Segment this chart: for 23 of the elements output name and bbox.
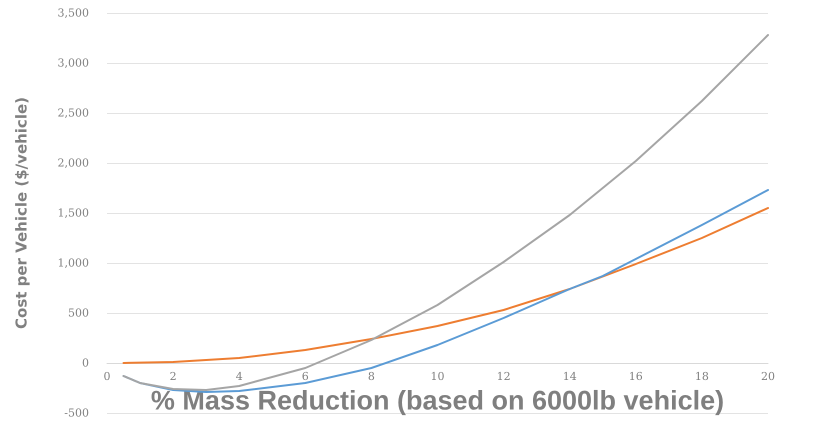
x-tick-label: 8 (368, 370, 375, 383)
y-tick-label: 2,500 (58, 106, 89, 120)
y-tick-label: 500 (68, 306, 89, 320)
x-tick-label: 6 (302, 370, 309, 383)
x-tick-label: 14 (562, 370, 577, 383)
y-tick-label: 1,500 (58, 206, 89, 220)
x-tick-label: 12 (496, 370, 511, 383)
y-tick-label: 3,000 (58, 56, 89, 70)
x-tick-label: 2 (170, 370, 177, 383)
x-tick-label: 10 (430, 370, 444, 383)
x-tick-label: 4 (236, 370, 243, 383)
y-tick-label: 1,000 (58, 256, 89, 270)
y-tick-label: 3,500 (58, 6, 89, 20)
y-tick-label: -500 (64, 406, 89, 420)
y-tick-label: 2,000 (58, 156, 89, 170)
y-tick-label: 0 (82, 356, 89, 370)
x-tick-label: 18 (694, 370, 709, 383)
x-axis-title: % Mass Reduction (based on 6000lb vehicle) (150, 385, 724, 416)
line-series (122, 207, 769, 364)
x-tick-label: 20 (761, 370, 775, 383)
x-tick-label: 0 (104, 370, 110, 383)
x-tick-label: 16 (628, 370, 643, 383)
y-axis-title: Cost per Vehicle ($/vehicle) (12, 97, 30, 329)
